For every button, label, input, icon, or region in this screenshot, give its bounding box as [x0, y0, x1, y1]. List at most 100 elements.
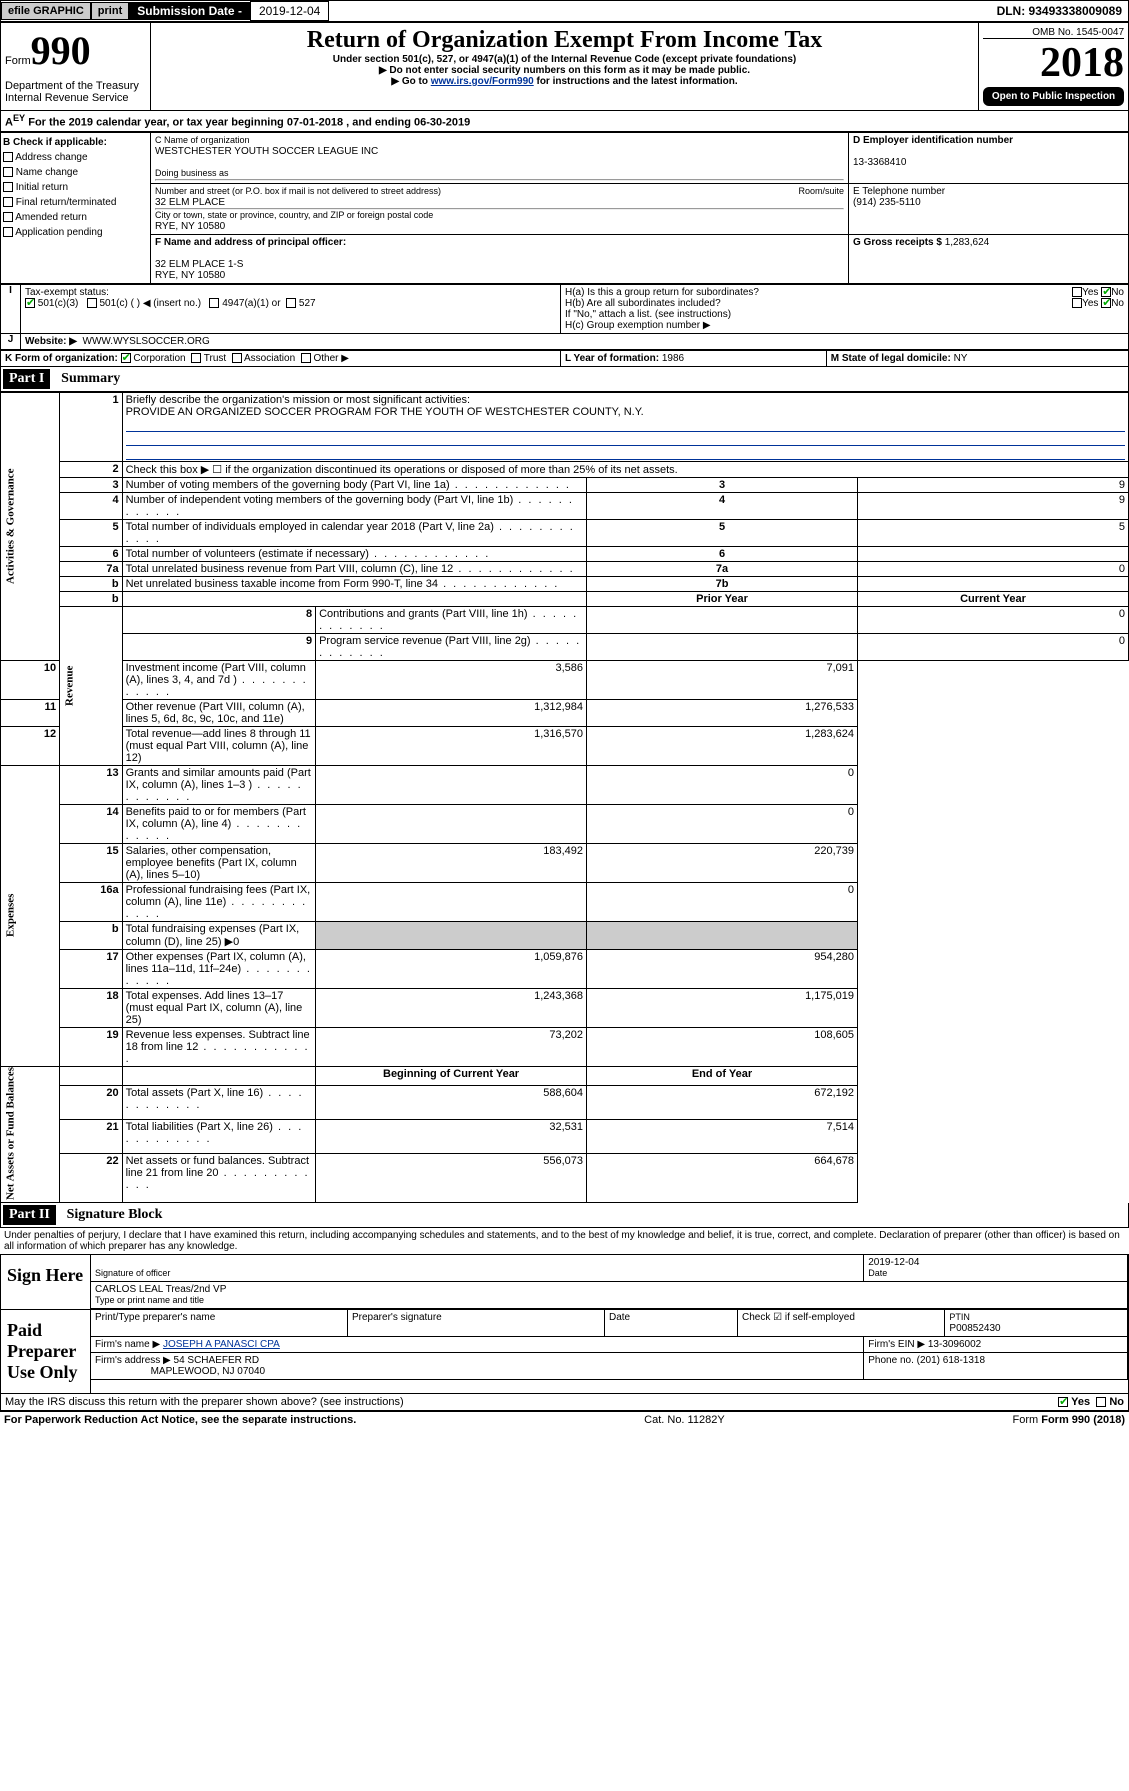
- line-num: 17: [60, 949, 122, 988]
- line-num: 9: [122, 633, 315, 660]
- cb-trust[interactable]: [191, 353, 201, 363]
- current-value: 0: [587, 882, 858, 921]
- box-h: H(a) Is this a group return for subordin…: [561, 284, 1129, 333]
- blank-text: [122, 1066, 315, 1085]
- sig-officer-label: Signature of officer: [95, 1268, 170, 1278]
- line-text: Program service revenue (Part VIII, line…: [316, 633, 587, 660]
- line-text: Total liabilities (Part X, line 26): [122, 1119, 315, 1153]
- firm-name-link[interactable]: JOSEPH A PANASCI CPA: [163, 1339, 280, 1350]
- box-c-addr: Number and street (or P.O. box if mail i…: [151, 183, 849, 234]
- end-value: 664,678: [587, 1153, 858, 1202]
- line-num: 7a: [60, 561, 122, 576]
- sign-date-cell: 2019-12-04Date: [864, 1255, 1128, 1281]
- prior-value: [316, 882, 587, 921]
- line-1: Briefly describe the organization's miss…: [122, 392, 1128, 461]
- officer-printed-name: CARLOS LEAL Treas/2nd VP: [95, 1284, 226, 1295]
- line-box: 3: [587, 477, 858, 492]
- cb-discuss-yes[interactable]: [1058, 1397, 1068, 1407]
- part2-label: Part II: [3, 1205, 56, 1225]
- lbl-trust: Trust: [204, 353, 226, 364]
- tax-exempt-row: Tax-exempt status: 501(c)(3) 501(c) ( ) …: [21, 284, 561, 333]
- cb-application-pending[interactable]: [3, 227, 13, 237]
- current-value: 1,276,533: [587, 699, 858, 726]
- part2-title: Signature Block: [59, 1207, 163, 1222]
- phone-label: E Telephone number: [853, 186, 945, 197]
- officer-addr1: 32 ELM PLACE 1-S: [155, 259, 243, 270]
- cb-initial-return[interactable]: [3, 182, 13, 192]
- firm-addr-cell: Firm's address ▶ 54 SCHAEFER RD MAPLEWOO…: [91, 1353, 864, 1379]
- officer-signature[interactable]: Signature of officer: [91, 1255, 864, 1281]
- firm-name-cell: Firm's name ▶ JOSEPH A PANASCI CPA: [91, 1337, 864, 1352]
- room-label: Room/suite: [798, 186, 844, 196]
- lbl-527: 527: [299, 298, 316, 309]
- cb-association[interactable]: [232, 353, 242, 363]
- cb-hb-yes[interactable]: [1072, 298, 1082, 308]
- cb-ha-yes[interactable]: [1072, 287, 1082, 297]
- cb-501c[interactable]: [87, 298, 97, 308]
- line-2: Check this box ▶ ☐ if the organization d…: [122, 461, 1128, 477]
- section-governance: Activities & Governance: [1, 392, 60, 660]
- line-num: 8: [122, 606, 315, 633]
- line-text: Other revenue (Part VIII, column (A), li…: [122, 699, 315, 726]
- lbl-corporation: Corporation: [133, 353, 185, 364]
- lbl-no: No: [1111, 287, 1124, 298]
- current-value: 954,280: [587, 949, 858, 988]
- cb-hb-no[interactable]: [1101, 298, 1111, 308]
- current-value: 108,605: [587, 1027, 858, 1066]
- h-b-label: H(b) Are all subordinates included?: [565, 298, 721, 309]
- current-value: 220,739: [587, 843, 858, 882]
- domicile-label: M State of legal domicile:: [831, 353, 951, 364]
- cb-4947[interactable]: [209, 298, 219, 308]
- line-text: Net assets or fund balances. Subtract li…: [122, 1153, 315, 1202]
- print-button[interactable]: print: [91, 2, 129, 20]
- box-k: K Form of organization: Corporation Trus…: [1, 350, 561, 366]
- line-num: 14: [60, 804, 122, 843]
- row-a: AEY For the 2019 calendar year, or tax y…: [0, 111, 1129, 132]
- prior-value: 3,586: [316, 660, 587, 699]
- cb-final-return[interactable]: [3, 197, 13, 207]
- cb-discuss-no[interactable]: [1096, 1397, 1106, 1407]
- addr-label: Number and street (or P.O. box if mail i…: [155, 186, 441, 196]
- cb-name-change[interactable]: [3, 167, 13, 177]
- box-e: E Telephone number (914) 235-5110: [849, 183, 1129, 234]
- line-text: Other expenses (Part IX, column (A), lin…: [122, 949, 315, 988]
- box-b-label: B Check if applicable:: [3, 137, 107, 148]
- row-i-label: I: [1, 284, 21, 333]
- entity-block: B Check if applicable: Address change Na…: [0, 132, 1129, 284]
- cb-501c3[interactable]: [25, 298, 35, 308]
- col-end: End of Year: [587, 1066, 858, 1085]
- firm-addr-value: 54 SCHAEFER RD: [174, 1355, 260, 1366]
- beginning-value: 32,531: [316, 1119, 587, 1153]
- cb-other[interactable]: [301, 353, 311, 363]
- section-expenses: Expenses: [1, 765, 60, 1066]
- lbl-yes2: Yes: [1082, 298, 1098, 309]
- line-num: 5: [60, 519, 122, 546]
- irs-link[interactable]: www.irs.gov/Form990: [431, 76, 534, 87]
- discuss-label: May the IRS discuss this return with the…: [5, 1396, 404, 1408]
- cb-527[interactable]: [286, 298, 296, 308]
- current-value: 1,175,019: [587, 988, 858, 1027]
- sign-here-block: Sign Here Signature of officer 2019-12-0…: [0, 1254, 1129, 1310]
- domicile-value: NY: [954, 353, 968, 364]
- line-num: 13: [60, 765, 122, 804]
- lbl-no2: No: [1111, 298, 1124, 309]
- efile-button[interactable]: efile GRAPHIC: [1, 2, 91, 20]
- ptin-label: PTIN: [949, 1312, 970, 1322]
- line-text: Professional fundraising fees (Part IX, …: [122, 882, 315, 921]
- form-title: Return of Organization Exempt From Incom…: [155, 27, 974, 54]
- line-num: b: [60, 921, 122, 949]
- cb-corporation[interactable]: [121, 353, 131, 363]
- line-num: 21: [60, 1119, 122, 1153]
- phone-value: (914) 235-5110: [853, 197, 921, 208]
- line-value: 9: [858, 492, 1129, 519]
- current-value: 7,091: [587, 660, 858, 699]
- cb-amended-return[interactable]: [3, 212, 13, 222]
- cb-ha-no[interactable]: [1101, 287, 1111, 297]
- box-c-name: C Name of organization WESTCHESTER YOUTH…: [151, 132, 849, 183]
- cb-address-change[interactable]: [3, 152, 13, 162]
- officer-name-cell: CARLOS LEAL Treas/2nd VPType or print na…: [91, 1282, 1128, 1308]
- sign-here-label: Sign Here: [1, 1255, 91, 1309]
- firm-ein-cell: Firm's EIN ▶ 13-3096002: [864, 1337, 1128, 1352]
- firm-name-label: Firm's name ▶: [95, 1339, 160, 1350]
- website-row: Website: ▶ WWW.WYSLSOCCER.ORG: [21, 333, 1129, 349]
